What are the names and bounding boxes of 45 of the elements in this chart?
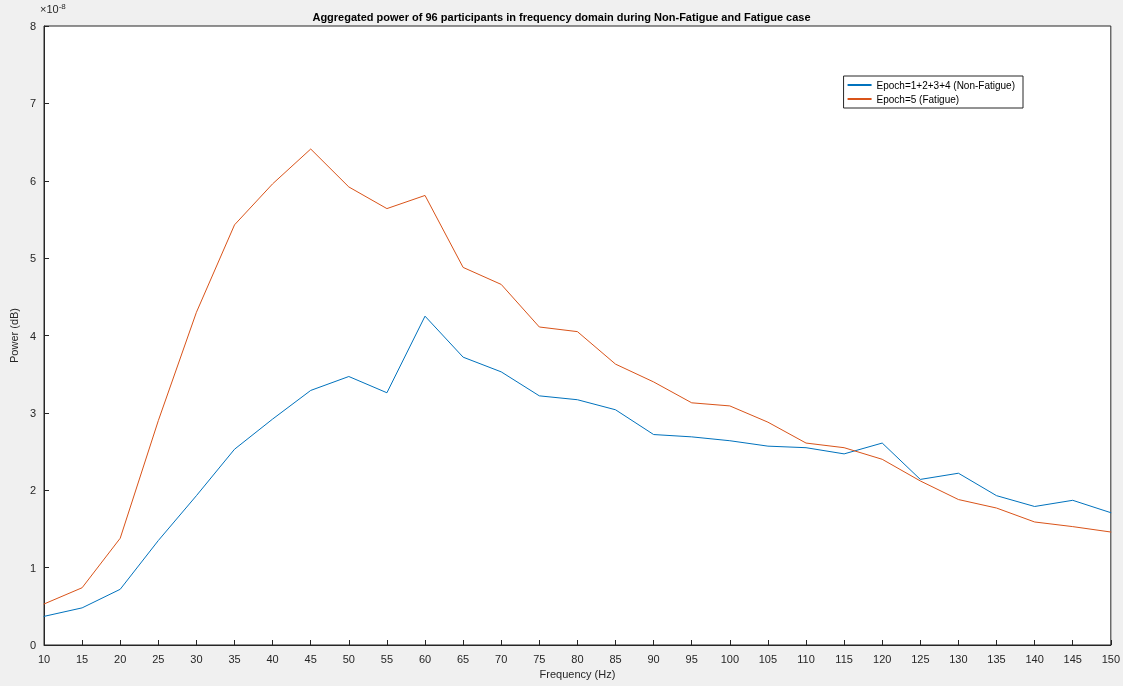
x-tick-label: 45 bbox=[304, 652, 317, 665]
x-axis-title: Frequency (Hz) bbox=[539, 668, 616, 681]
x-tick-label: 125 bbox=[911, 652, 930, 665]
y-tick-label: 2 bbox=[29, 484, 37, 497]
x-tick-label: 120 bbox=[873, 652, 892, 665]
y-tick-label: 1 bbox=[29, 561, 37, 574]
x-tick-label: 115 bbox=[835, 652, 853, 665]
x-tick-label: 80 bbox=[571, 652, 584, 665]
x-tick-label: 140 bbox=[1025, 652, 1044, 665]
legend-label: Epoch=1+2+3+4 (Non-Fatigue) bbox=[876, 79, 1016, 91]
chart-title: Aggregated power of 96 participants in frequency domain during Non-Fatigue and Fatigue case bbox=[312, 10, 811, 23]
x-tick-label: 145 bbox=[1063, 652, 1082, 665]
x-tick-label: 85 bbox=[609, 652, 622, 665]
x-tick-label: 110 bbox=[797, 652, 815, 665]
x-tick-label: 95 bbox=[685, 652, 698, 665]
y-tick-label: 5 bbox=[29, 252, 37, 265]
x-tick-label: 25 bbox=[152, 652, 165, 665]
x-tick-label: 55 bbox=[380, 652, 394, 665]
y-tick-label: 4 bbox=[29, 329, 37, 342]
x-tick-label: 100 bbox=[720, 652, 739, 665]
line-series bbox=[43, 148, 1112, 605]
y-tick-label: 3 bbox=[29, 406, 37, 419]
y-tick-label: 8 bbox=[29, 20, 37, 32]
x-tick-label: 50 bbox=[342, 652, 355, 665]
y-tick-label: 0 bbox=[29, 639, 37, 651]
x-tick-label: 60 bbox=[418, 652, 432, 665]
x-tick-label: 70 bbox=[495, 652, 508, 665]
line-series bbox=[43, 315, 1112, 617]
x-tick-label: 65 bbox=[456, 652, 470, 665]
x-tick-label: 150 bbox=[1101, 652, 1120, 665]
y-tick-label: 6 bbox=[29, 174, 37, 187]
x-tick-label: 15 bbox=[75, 652, 89, 665]
legend-label: Epoch=5 (Fatigue) bbox=[876, 93, 960, 105]
y-tick-label: 7 bbox=[29, 97, 37, 110]
x-tick-label: 35 bbox=[228, 652, 241, 665]
x-tick-label: 20 bbox=[114, 652, 127, 665]
x-tick-label: 90 bbox=[647, 652, 660, 665]
x-tick-label: 130 bbox=[949, 652, 968, 665]
y-axis-title: Power (dB) bbox=[7, 307, 20, 364]
x-tick-label: 105 bbox=[758, 652, 778, 665]
x-tick-label: 10 bbox=[37, 652, 51, 665]
x-tick-label: 30 bbox=[190, 652, 203, 665]
x-tick-label: 135 bbox=[987, 652, 1006, 665]
x-tick-label: 75 bbox=[533, 652, 546, 665]
x-tick-label: 40 bbox=[266, 652, 279, 665]
